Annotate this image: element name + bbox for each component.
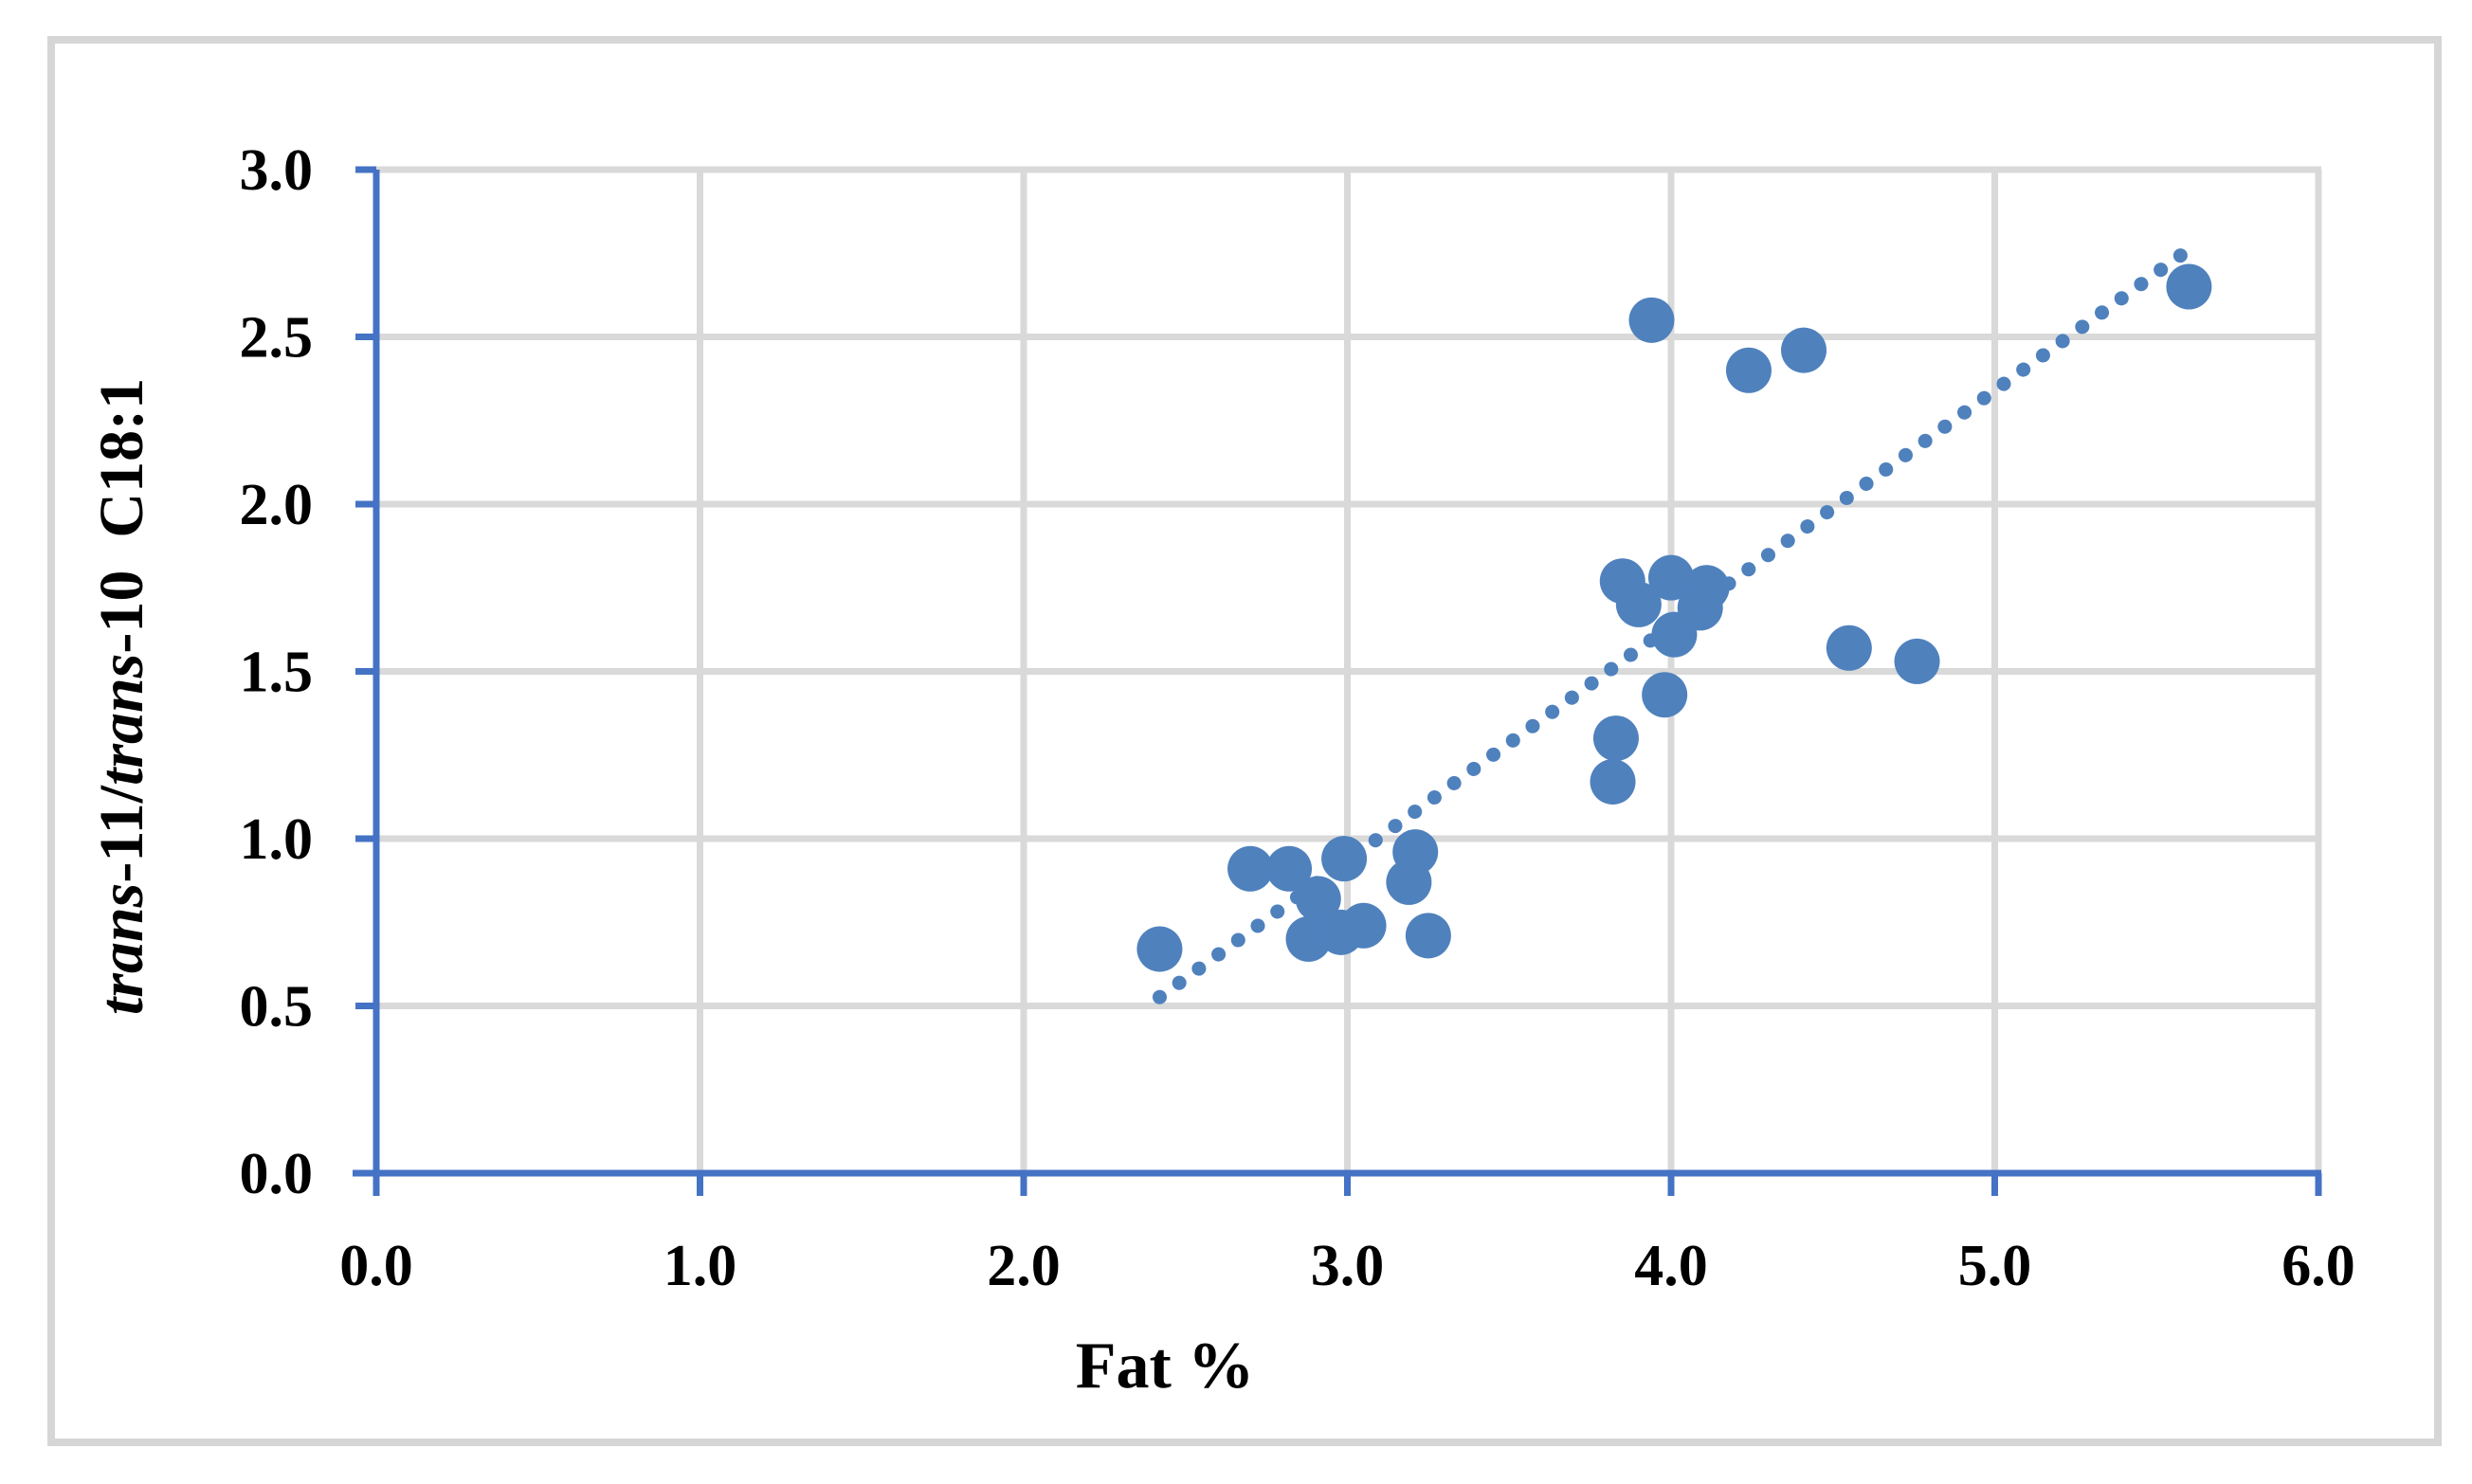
- y-tick-label: 0.5: [240, 975, 314, 1040]
- x-tick-label: 5.0: [1958, 1234, 2032, 1298]
- x-tick-label: 4.0: [1634, 1234, 1708, 1298]
- y-tick-label: 2.0: [240, 473, 314, 537]
- x-tick-label: 3.0: [1311, 1234, 1385, 1298]
- y-tick-label: 1.0: [240, 807, 314, 872]
- data-point: [1725, 347, 1772, 393]
- y-tick-label: 2.5: [240, 306, 314, 371]
- x-tick-label: 1.0: [663, 1234, 737, 1298]
- data-point: [1628, 297, 1675, 343]
- data-point: [1648, 554, 1694, 601]
- data-point: [1826, 624, 1872, 671]
- data-point: [1683, 565, 1730, 611]
- y-title-part-10: -10: [87, 570, 156, 654]
- data-point: [1781, 327, 1827, 373]
- y-title-part-11: -11/: [87, 784, 156, 882]
- y-tick-label: 3.0: [240, 138, 314, 203]
- data-point: [1321, 836, 1368, 882]
- data-point: [1615, 581, 1662, 627]
- x-tick-label: 0.0: [339, 1234, 413, 1298]
- figure-border: [47, 36, 2442, 1446]
- y-title-part-trans1: trans: [87, 883, 156, 1015]
- data-point: [1642, 672, 1688, 718]
- data-point: [1340, 902, 1387, 949]
- scatter-markers: [1136, 263, 2212, 972]
- y-tick-label: 0.0: [240, 1142, 314, 1206]
- data-point: [1592, 715, 1639, 762]
- data-point: [1295, 876, 1341, 922]
- axes: [353, 166, 2322, 1196]
- data-point: [1227, 845, 1274, 892]
- y-title-part-c181: C18:1: [87, 378, 156, 538]
- gridlines: [376, 166, 2322, 1173]
- data-point: [1405, 913, 1451, 959]
- data-point: [1590, 758, 1636, 805]
- tick-labels: 0.0 0.5 1.0 1.5 2.0 2.5 3.0 0.0 1.0 2.0 3.0 4.0 5.0 6…: [240, 138, 2355, 1298]
- y-tick-label: 1.5: [240, 641, 314, 705]
- data-point: [1894, 638, 1940, 684]
- x-tick-label: 6.0: [2281, 1234, 2355, 1298]
- data-point: [2166, 263, 2212, 310]
- data-point: [1392, 829, 1439, 876]
- data-point: [1136, 926, 1183, 972]
- y-axis-title: trans-11/trans-10C18:1: [87, 378, 156, 1015]
- x-axis-title: Fat %: [1076, 1330, 1255, 1403]
- x-tick-label: 2.0: [987, 1234, 1061, 1298]
- y-title-part-trans2: trans: [87, 654, 156, 786]
- data-point: [1266, 845, 1313, 892]
